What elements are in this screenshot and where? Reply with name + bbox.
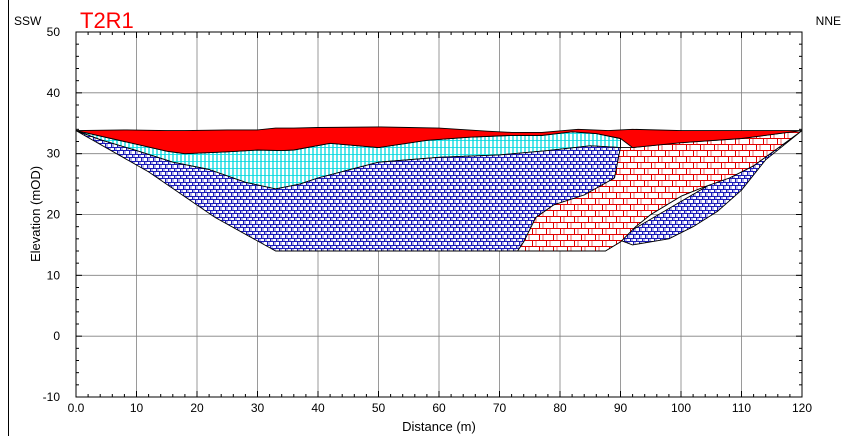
y-tick-label: 40 [47,86,61,100]
x-tick-label: 70 [493,401,507,415]
x-tick-label: 110 [732,401,751,415]
x-axis-title: Distance (m) [402,419,476,434]
y-axis-title: Elevation (mOD) [28,166,43,262]
y-tick-label: 30 [47,147,61,161]
stratum-layer-4 [517,130,802,252]
right-direction-label: NNE [816,14,841,28]
y-tick-label: 50 [47,25,61,39]
x-tick-label: 60 [432,401,446,415]
left-direction-label: SSW [14,14,42,28]
y-tick-label: 10 [47,268,61,282]
y-tick-label: 0 [53,329,60,343]
x-tick-label: 100 [671,401,691,415]
chart-title: T2R1 [80,8,134,33]
x-tick-label: 80 [553,401,567,415]
stratum-layer-0 [76,126,802,155]
x-tick-label: 10 [130,401,144,415]
y-axis-tick-labels: -10 0 10 20 30 40 50 [43,25,61,404]
y-tick-label: 20 [47,208,61,222]
axis-ticks [75,31,803,398]
x-tick-label: 30 [251,401,265,415]
x-tick-label: 40 [311,401,325,415]
y-tick-label: -10 [43,390,61,404]
strata-layers [76,126,802,252]
x-tick-label: 120 [792,401,812,415]
x-axis-tick-labels: 0.0 10 20 30 40 50 60 70 80 90 100 110 120 [68,401,813,415]
x-tick-label: 50 [372,401,386,415]
x-tick-label: 20 [190,401,204,415]
x-tick-label: 90 [614,401,628,415]
x-tick-label: 0.0 [68,401,85,415]
